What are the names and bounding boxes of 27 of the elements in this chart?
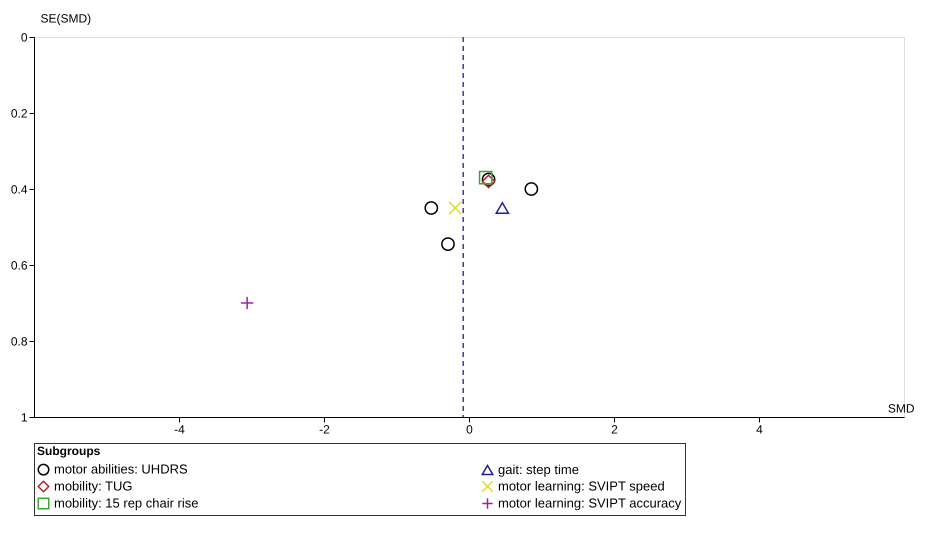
x-tick-label: -4	[174, 422, 186, 436]
point	[240, 296, 254, 310]
x-tick-label: 4	[756, 422, 764, 436]
legend-label: gait: step time	[498, 462, 579, 477]
y-tick-label: 0.2	[10, 106, 28, 120]
y-tick-label: 0.8	[10, 334, 28, 348]
x-tick-label: 0	[466, 422, 474, 436]
legend-label: mobility: TUG	[54, 478, 132, 494]
x-axis-title: SMD	[888, 402, 915, 416]
y-axis-title: SE(SMD)	[40, 12, 92, 26]
y-tick-label: 1	[20, 410, 28, 424]
point	[478, 170, 493, 184]
point	[448, 201, 462, 215]
x-tick-label: 2	[611, 422, 618, 436]
y-tick-label: 0.6	[10, 258, 28, 272]
legend-label: motor learning: SVIPT speed	[498, 478, 665, 494]
legend-title: Subgroups	[37, 444, 101, 458]
point	[495, 202, 510, 214]
legend-label: motor abilities: UHDRS	[54, 462, 188, 477]
legend-label: mobility: 15 rep chair rise	[54, 496, 198, 510]
point	[424, 201, 438, 215]
y-tick-label: 0	[20, 30, 28, 44]
legend-label: motor learning: SVIPT accuracy	[498, 496, 682, 510]
point	[441, 237, 455, 251]
x-tick-label: -2	[319, 422, 330, 436]
point	[524, 182, 538, 196]
y-tick-label: 0.4	[10, 182, 28, 196]
